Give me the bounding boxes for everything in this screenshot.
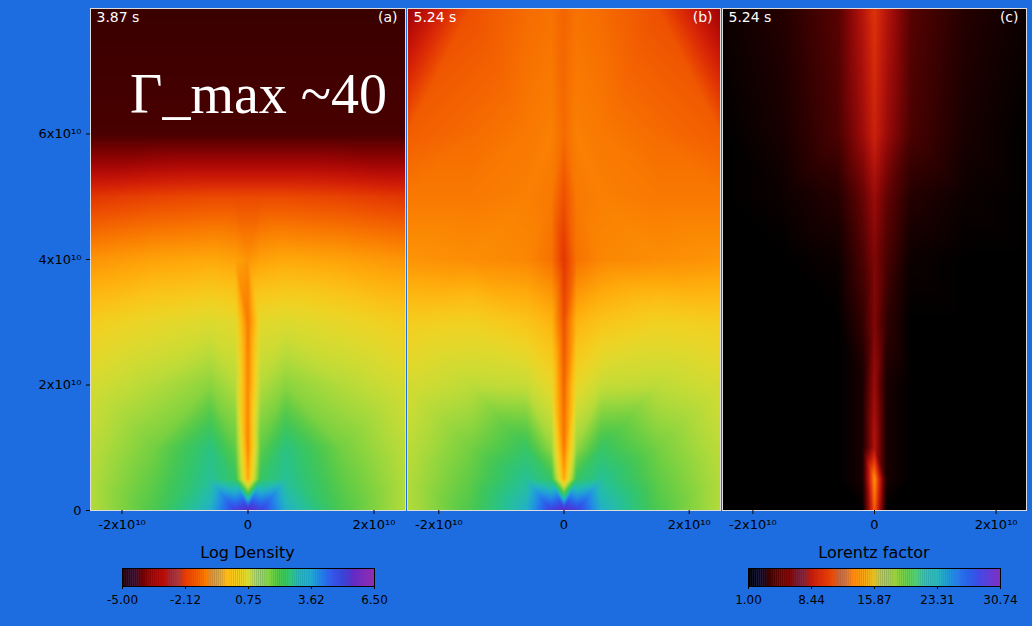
svg-text:5.24 s: 5.24 s bbox=[414, 9, 457, 25]
svg-text:1.00: 1.00 bbox=[735, 593, 762, 607]
svg-text:0: 0 bbox=[244, 517, 252, 532]
svg-text:(a): (a) bbox=[378, 9, 398, 25]
svg-text:(c): (c) bbox=[1000, 9, 1019, 25]
html-text:Γ_max ~40: Γ_max ~40 bbox=[130, 63, 388, 125]
svg-text:2x10¹⁰: 2x10¹⁰ bbox=[39, 377, 82, 392]
svg-text:(b): (b) bbox=[693, 9, 713, 25]
svg-text:4x10¹⁰: 4x10¹⁰ bbox=[39, 252, 82, 267]
svg-text:3.87 s: 3.87 s bbox=[97, 9, 140, 25]
html-text:Log Density: Log Density bbox=[200, 543, 295, 562]
svg-text:2x10¹⁰: 2x10¹⁰ bbox=[975, 517, 1018, 532]
svg-text:-5.00: -5.00 bbox=[106, 593, 137, 607]
svg-text:0.75: 0.75 bbox=[235, 593, 262, 607]
svg-text:15.87: 15.87 bbox=[857, 593, 891, 607]
svg-text:30.74: 30.74 bbox=[983, 593, 1017, 607]
html-text:Lorentz factor: Lorentz factor bbox=[818, 543, 930, 562]
svg-text:2x10¹⁰: 2x10¹⁰ bbox=[668, 517, 711, 532]
svg-text:0: 0 bbox=[73, 503, 81, 518]
svg-text:6.50: 6.50 bbox=[361, 593, 388, 607]
svg-text:-2x10¹⁰: -2x10¹⁰ bbox=[415, 517, 463, 532]
svg-text:0: 0 bbox=[560, 517, 568, 532]
svg-text:2x10¹⁰: 2x10¹⁰ bbox=[353, 517, 396, 532]
svg-text:-2x10¹⁰: -2x10¹⁰ bbox=[729, 517, 777, 532]
svg-text:0: 0 bbox=[870, 517, 878, 532]
svg-text:23.31: 23.31 bbox=[920, 593, 954, 607]
svg-text:-2x10¹⁰: -2x10¹⁰ bbox=[98, 517, 146, 532]
svg-text:-2.12: -2.12 bbox=[170, 593, 201, 607]
svg-text:6x10¹⁰: 6x10¹⁰ bbox=[39, 126, 82, 141]
svg-text:8.44: 8.44 bbox=[798, 593, 825, 607]
svg-text:5.24 s: 5.24 s bbox=[729, 9, 772, 25]
svg-text:3.62: 3.62 bbox=[298, 593, 325, 607]
